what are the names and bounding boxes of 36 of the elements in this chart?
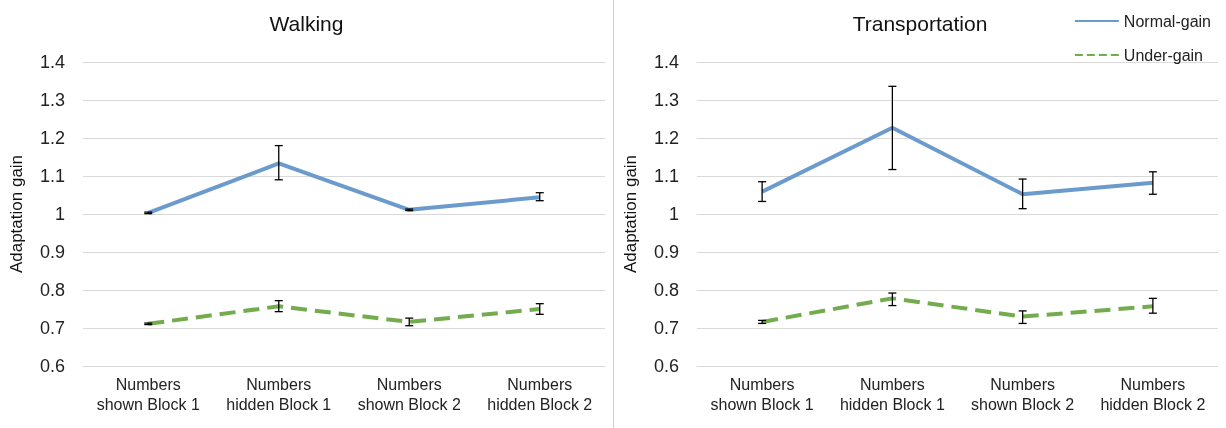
legend-label: Under-gain bbox=[1123, 46, 1204, 64]
y-axis-title: Adaptation gain bbox=[7, 154, 26, 274]
line-series bbox=[760, 125, 1155, 197]
y-axis-title: Adaptation gain bbox=[621, 154, 640, 274]
line-series bbox=[760, 296, 1155, 324]
y-tick-label: 0.8 bbox=[653, 280, 679, 300]
x-tick-label: Numbers hidden Block 1 bbox=[226, 375, 332, 413]
y-tick-label: 0.7 bbox=[39, 318, 65, 338]
y-tick-label: 0.6 bbox=[653, 356, 679, 376]
x-tick-label: Numbers shown Block 1 bbox=[96, 375, 200, 413]
y-tick-label: 1.4 bbox=[653, 52, 679, 72]
x-tick-label: Numbers hidden Block 1 bbox=[839, 375, 945, 413]
chart-title: Transportation bbox=[852, 12, 988, 35]
y-tick-label: 0.9 bbox=[39, 242, 65, 262]
line-series bbox=[146, 161, 542, 215]
y-tick-label: 1.2 bbox=[653, 128, 679, 148]
x-tick-label: Numbers shown Block 2 bbox=[971, 375, 1075, 413]
y-tick-label: 0.7 bbox=[653, 318, 679, 338]
y-tick-label: 1.3 bbox=[39, 90, 65, 110]
x-tick-label: Numbers shown Block 2 bbox=[357, 375, 461, 413]
y-tick-label: 1 bbox=[54, 204, 65, 224]
chart-title: Walking bbox=[269, 12, 344, 35]
y-tick-label: 1.1 bbox=[653, 166, 679, 186]
y-tick-label: 1.3 bbox=[653, 90, 679, 110]
y-tick-label: 1 bbox=[668, 204, 679, 224]
y-tick-label: 0.8 bbox=[39, 280, 65, 300]
x-tick-label: Numbers hidden Block 2 bbox=[1100, 375, 1206, 413]
x-tick-label: Numbers hidden Block 2 bbox=[487, 375, 593, 413]
y-tick-label: 0.9 bbox=[653, 242, 679, 262]
y-tick-label: 1.2 bbox=[39, 128, 65, 148]
y-tick-label: 0.6 bbox=[39, 356, 65, 376]
legend-label: Normal-gain bbox=[1123, 12, 1211, 30]
x-tick-label: Numbers shown Block 1 bbox=[710, 375, 814, 413]
y-tick-label: 1.4 bbox=[39, 52, 65, 72]
y-tick-label: 1.1 bbox=[39, 166, 65, 186]
line-series bbox=[146, 304, 542, 326]
